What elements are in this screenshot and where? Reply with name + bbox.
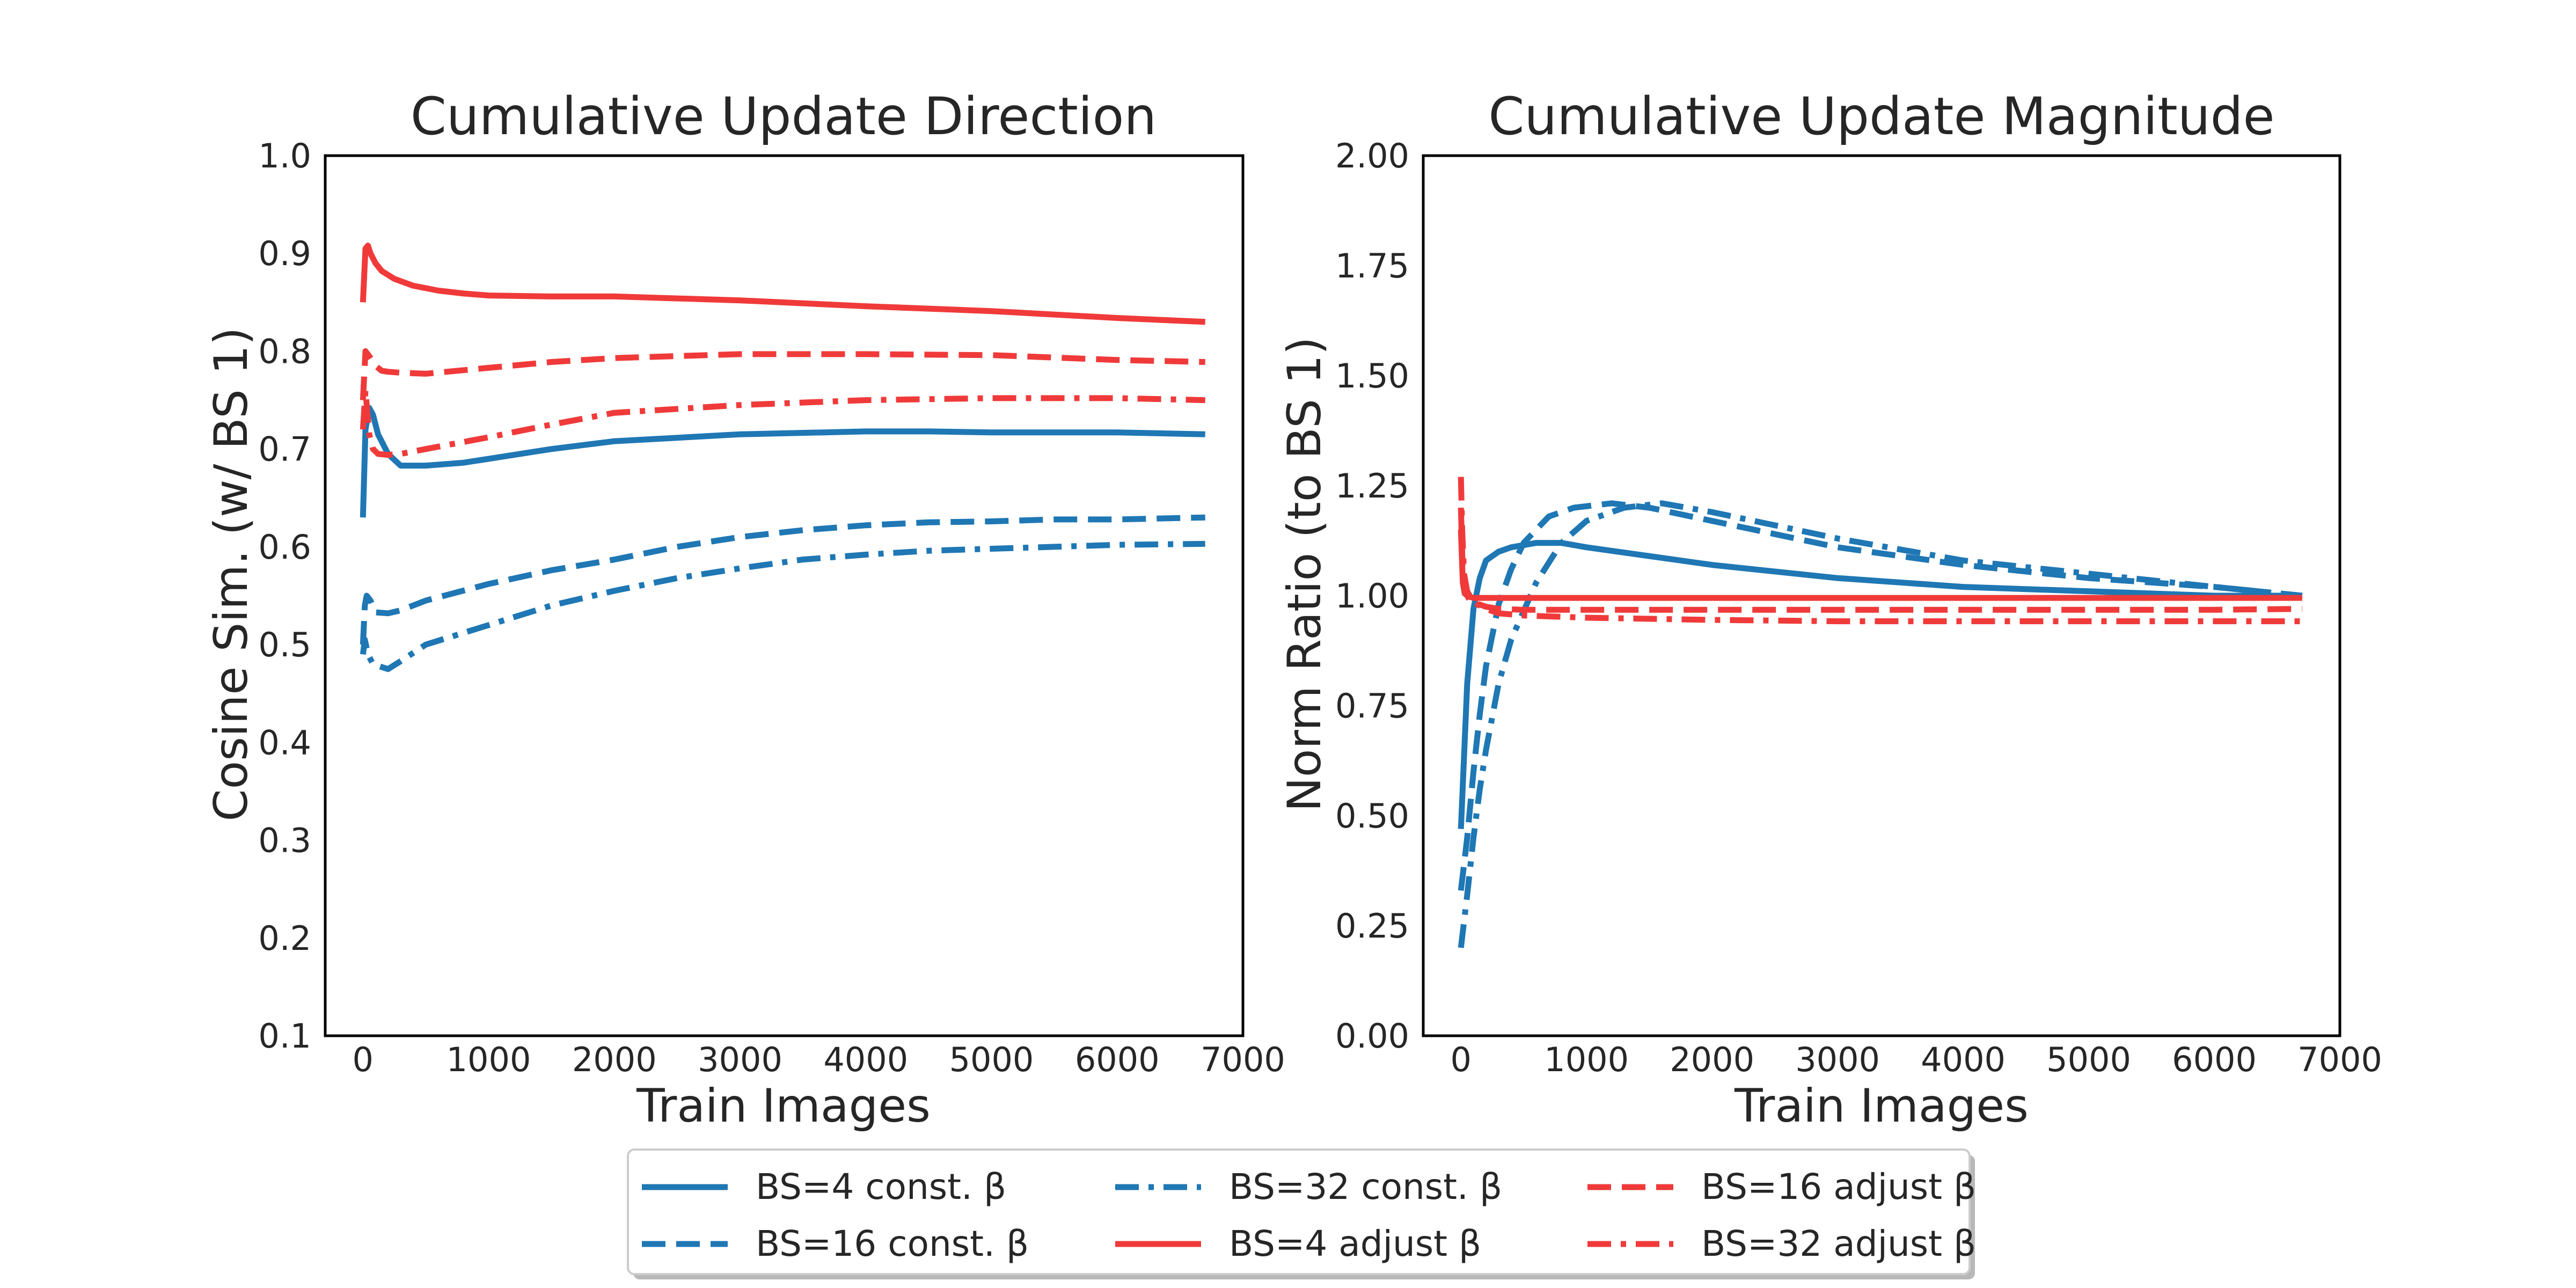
- y-tick-label: 0.75: [1335, 686, 1409, 726]
- y-tick-label: 1.0: [258, 136, 311, 175]
- chart-magnitude: Cumulative Update Magnitude Norm Ratio (…: [1278, 86, 2382, 1133]
- x-tick-label: 5000: [949, 1040, 1034, 1079]
- chart-direction: Cumulative Update Direction Cosine Sim. …: [204, 86, 1285, 1133]
- chart-title: Cumulative Update Magnitude: [1488, 86, 2274, 147]
- chart-title: Cumulative Update Direction: [411, 86, 1157, 147]
- y-tick-label: 0.25: [1335, 906, 1409, 946]
- x-tick-label: 5000: [2046, 1040, 2131, 1079]
- legend-label: BS=16 const. β: [756, 1223, 1029, 1264]
- x-tick-label: 6000: [2172, 1040, 2257, 1079]
- plot-area: 0 1000 2000 3000 4000 5000 6000 7000 0.00 0.25 0.5…: [1335, 136, 2382, 1079]
- legend-label: BS=16 adjust β: [1701, 1166, 1976, 1208]
- y-tick-label: 0.00: [1335, 1016, 1409, 1056]
- legend-label: BS=32 adjust β: [1701, 1223, 1976, 1264]
- x-tick-label: 6000: [1075, 1040, 1160, 1079]
- plot-area: 0 1000 2000 3000 4000 5000 6000 7000 0.1 0.2 0.3 0.…: [258, 136, 1285, 1079]
- legend-label: BS=4 const. β: [756, 1166, 1006, 1208]
- y-tick-label: 1.00: [1335, 576, 1409, 616]
- legend-label: BS=4 adjust β: [1229, 1223, 1481, 1264]
- series-line: [1458, 477, 2302, 625]
- series-line: [360, 243, 1205, 325]
- x-tick-label: 4000: [1921, 1040, 2006, 1079]
- legend-box: [627, 1148, 1971, 1275]
- y-tick-label: 0.5: [258, 625, 311, 664]
- y-tick-label: 0.9: [258, 234, 311, 273]
- y-axis-label: Norm Ratio (to BS 1): [1278, 337, 1331, 812]
- y-tick-label: 0.50: [1335, 796, 1409, 836]
- series-line: [1458, 500, 2303, 948]
- series-line: [360, 514, 1205, 645]
- y-axis-label: Cosine Sim. (w/ BS 1): [204, 327, 258, 822]
- x-axis-label: Train Images: [1734, 1079, 2029, 1133]
- x-tick-label: 1000: [1544, 1040, 1629, 1079]
- legend: BS=4 const. β BS=16 const. β BS=32 const. …: [627, 1148, 1976, 1279]
- y-tick-label: 0.6: [258, 528, 311, 567]
- y-tick-label: 0.4: [258, 723, 311, 762]
- x-tick-label: 2000: [572, 1040, 657, 1079]
- x-tick-label: 7000: [1201, 1040, 1285, 1079]
- plot-frame: [324, 154, 1245, 1037]
- x-tick-label: 3000: [1795, 1040, 1880, 1079]
- y-tick-label: 0.7: [258, 430, 311, 469]
- series-line: [360, 348, 1205, 400]
- x-tick-label: 2000: [1670, 1040, 1754, 1079]
- series-line: [1458, 500, 2303, 891]
- y-tick-label: 1.50: [1335, 356, 1409, 396]
- legend-label: BS=32 const. β: [1229, 1166, 1502, 1208]
- x-tick-label: 3000: [698, 1040, 782, 1079]
- y-tick-label: 0.8: [258, 332, 311, 371]
- y-tick-label: 0.1: [258, 1016, 311, 1056]
- y-tick-label: 0.3: [258, 821, 311, 860]
- y-tick-label: 0.2: [258, 919, 311, 958]
- x-tick-label: 0: [353, 1040, 374, 1079]
- y-tick-label: 2.00: [1335, 136, 1409, 175]
- x-tick-label: 1000: [447, 1040, 531, 1079]
- plot-frame: [1422, 154, 2341, 1037]
- x-tick-label: 0: [1450, 1040, 1471, 1079]
- x-tick-label: 7000: [2297, 1040, 2382, 1079]
- y-tick-label: 1.75: [1335, 246, 1409, 286]
- y-tick-label: 1.25: [1335, 466, 1409, 506]
- x-tick-label: 4000: [823, 1040, 908, 1079]
- x-axis-label: Train Images: [636, 1079, 931, 1133]
- series-line: [360, 405, 1205, 518]
